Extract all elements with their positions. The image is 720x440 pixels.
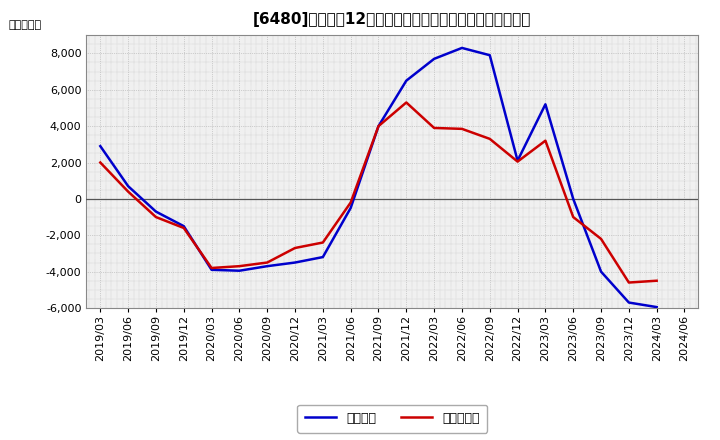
経常利益	[263, 264, 271, 269]
経常利益	[318, 254, 327, 260]
経常利益	[374, 124, 383, 129]
当期純利益	[207, 265, 216, 271]
当期純利益	[541, 138, 550, 143]
経常利益	[652, 304, 661, 310]
経常利益	[485, 52, 494, 58]
経常利益	[569, 196, 577, 202]
経常利益	[624, 300, 633, 305]
当期純利益	[569, 214, 577, 220]
Line: 当期純利益: 当期純利益	[100, 103, 657, 282]
経常利益	[179, 224, 188, 229]
当期純利益	[485, 136, 494, 142]
当期純利益	[346, 200, 355, 205]
経常利益	[402, 78, 410, 83]
当期純利益	[513, 159, 522, 164]
経常利益	[513, 158, 522, 163]
当期純利益	[458, 126, 467, 132]
当期純利益	[152, 214, 161, 220]
経常利益	[458, 45, 467, 51]
経常利益	[235, 268, 243, 273]
経常利益	[291, 260, 300, 265]
当期純利益	[374, 124, 383, 129]
経常利益	[207, 267, 216, 272]
当期純利益	[402, 100, 410, 105]
経常利益	[96, 143, 104, 149]
当期純利益	[652, 278, 661, 283]
当期純利益	[430, 125, 438, 131]
当期純利益	[124, 189, 132, 194]
当期純利益	[624, 280, 633, 285]
当期純利益	[263, 260, 271, 265]
Title: [6480]　利益の12か月移動合計の対前年同期増減額の推移: [6480] 利益の12か月移動合計の対前年同期増減額の推移	[253, 12, 531, 27]
経常利益	[124, 183, 132, 189]
経常利益	[346, 205, 355, 211]
当期純利益	[96, 160, 104, 165]
経常利益	[597, 269, 606, 274]
Legend: 経常利益, 当期純利益: 経常利益, 当期純利益	[297, 405, 487, 433]
当期純利益	[291, 246, 300, 251]
経常利益	[430, 56, 438, 62]
Line: 経常利益: 経常利益	[100, 48, 657, 307]
当期純利益	[597, 236, 606, 242]
Y-axis label: （百万円）: （百万円）	[9, 20, 42, 30]
当期純利益	[235, 264, 243, 269]
経常利益	[541, 102, 550, 107]
当期純利益	[318, 240, 327, 245]
経常利益	[152, 209, 161, 214]
当期純利益	[179, 225, 188, 231]
